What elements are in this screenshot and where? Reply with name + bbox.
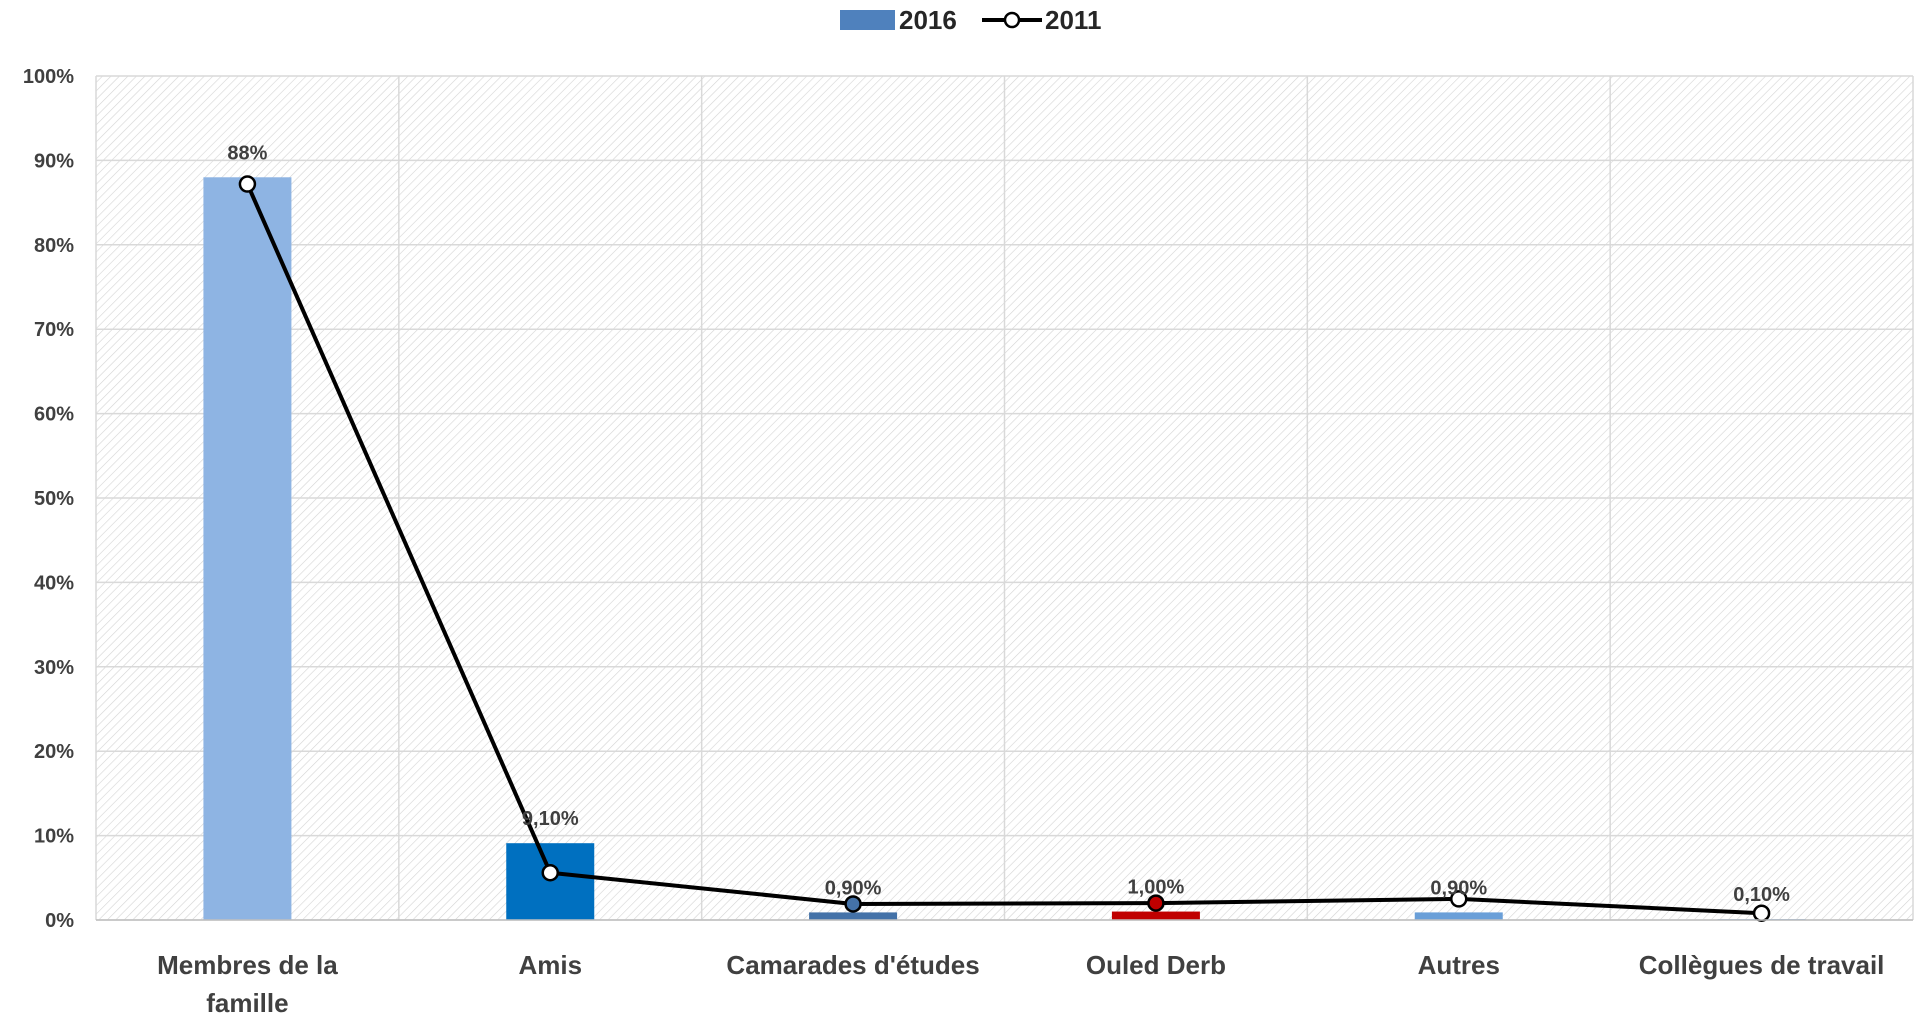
x-category-label-1: Amis (518, 950, 582, 980)
y-tick-label-5: 50% (34, 488, 74, 510)
x-category-label-4: Autres (1418, 950, 1500, 980)
legend-swatch-2016 (840, 10, 895, 30)
data-label-2: 0,90% (825, 877, 882, 899)
data-label-4: 0,90% (1430, 877, 1487, 899)
y-tick-label-2: 20% (34, 741, 74, 763)
x-category-label-line: Autres (1418, 950, 1500, 980)
y-tick-label-6: 60% (34, 404, 74, 426)
x-category-label-line: Amis (518, 950, 582, 980)
y-tick-label-9: 90% (34, 150, 74, 172)
data-label-0: 88% (227, 142, 267, 164)
data-label-1: 9,10% (522, 808, 579, 830)
x-category-label-line: Collègues de travail (1639, 950, 1885, 980)
x-category-label-line: Membres de la (157, 950, 338, 980)
marker-2011-5 (1752, 904, 1771, 922)
bar-2016-0 (203, 177, 292, 920)
x-axis-category-labels: Membres de la famille Amis Camarades d'étud… (157, 950, 1884, 1018)
y-tick-label-8: 80% (34, 235, 74, 257)
bar-2016-2 (809, 912, 898, 920)
marker-2011-2 (844, 895, 862, 913)
x-category-label-5: Collègues de travail (1639, 950, 1885, 980)
x-category-label-line: famille (206, 988, 288, 1018)
legend: 2016 2011 (840, 5, 1101, 35)
y-axis-tick-labels: 0% 10% 20% 30% 40% 50% 60% 70% 80% 90% 100% (23, 66, 74, 932)
y-tick-label-10: 100% (23, 66, 74, 88)
x-category-label-0: Membres de la famille (157, 950, 338, 1018)
x-category-label-line: Ouled Derb (1086, 950, 1226, 980)
data-label-5: 0,10% (1733, 884, 1790, 906)
y-tick-label-7: 70% (34, 319, 74, 341)
data-labels: 88% 9,10% 0,90% 1,00% 0,90% 0,10% (227, 142, 1790, 906)
y-tick-label-4: 40% (34, 572, 74, 594)
legend-marker-2011 (1003, 11, 1021, 29)
bars-2016 (203, 177, 1806, 920)
line-2011-path (245, 183, 1762, 916)
y-tick-label-0: 0% (45, 910, 74, 932)
marker-2011-4 (1450, 890, 1468, 908)
legend-label-2011: 2011 (1045, 5, 1101, 35)
y-tick-label-1: 10% (34, 826, 74, 848)
marker-2011-0 (238, 175, 257, 193)
bar-2016-4 (1414, 912, 1503, 920)
x-category-label-3: Ouled Derb (1086, 950, 1226, 980)
gridlines (95, 75, 1914, 921)
x-category-label-2: Camarades d'études (726, 950, 979, 980)
bar-2016-1 (506, 843, 595, 920)
marker-2011-1 (541, 863, 559, 882)
y-tick-label-3: 30% (34, 657, 74, 679)
bar-2016-3 (1111, 911, 1200, 920)
legend-label-2016: 2016 (899, 5, 957, 35)
line-2011 (238, 175, 1771, 922)
x-category-label-line: Camarades d'études (726, 950, 979, 980)
marker-2011-3 (1147, 894, 1165, 912)
data-label-3: 1,00% (1128, 877, 1185, 899)
